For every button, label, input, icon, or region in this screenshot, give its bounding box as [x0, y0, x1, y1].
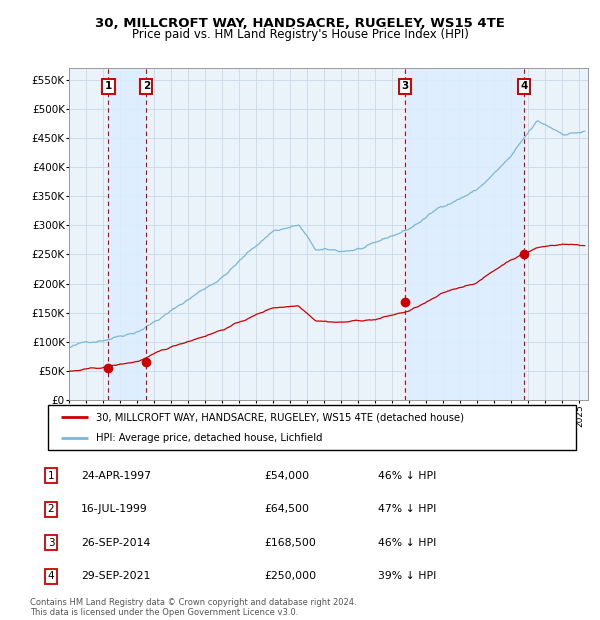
Text: £54,000: £54,000 [264, 471, 309, 480]
Text: 47% ↓ HPI: 47% ↓ HPI [378, 504, 436, 514]
Text: £250,000: £250,000 [264, 571, 316, 581]
Text: Contains HM Land Registry data © Crown copyright and database right 2024.: Contains HM Land Registry data © Crown c… [30, 598, 356, 607]
Text: This data is licensed under the Open Government Licence v3.0.: This data is licensed under the Open Gov… [30, 608, 298, 617]
Text: 26-SEP-2014: 26-SEP-2014 [81, 538, 151, 547]
Text: 39% ↓ HPI: 39% ↓ HPI [378, 571, 436, 581]
Text: 1: 1 [104, 81, 112, 91]
Text: 30, MILLCROFT WAY, HANDSACRE, RUGELEY, WS15 4TE: 30, MILLCROFT WAY, HANDSACRE, RUGELEY, W… [95, 17, 505, 30]
Text: 2: 2 [47, 504, 55, 514]
Bar [405, 68, 524, 400]
Text: 46% ↓ HPI: 46% ↓ HPI [378, 538, 436, 547]
Bar [109, 68, 146, 400]
Text: 4: 4 [47, 571, 55, 581]
Text: 16-JUL-1999: 16-JUL-1999 [81, 504, 148, 514]
Text: 3: 3 [401, 81, 409, 91]
Text: 30, MILLCROFT WAY, HANDSACRE, RUGELEY, WS15 4TE (detached house): 30, MILLCROFT WAY, HANDSACRE, RUGELEY, W… [95, 412, 464, 422]
Text: 29-SEP-2021: 29-SEP-2021 [81, 571, 151, 581]
Text: HPI: Average price, detached house, Lichfield: HPI: Average price, detached house, Lich… [95, 433, 322, 443]
Text: 4: 4 [521, 81, 528, 91]
Text: 1: 1 [47, 471, 55, 480]
Text: 2: 2 [143, 81, 150, 91]
Text: Price paid vs. HM Land Registry's House Price Index (HPI): Price paid vs. HM Land Registry's House … [131, 28, 469, 40]
Text: £64,500: £64,500 [264, 504, 309, 514]
Text: 24-APR-1997: 24-APR-1997 [81, 471, 151, 480]
Text: £168,500: £168,500 [264, 538, 316, 547]
Text: 3: 3 [47, 538, 55, 547]
Text: 46% ↓ HPI: 46% ↓ HPI [378, 471, 436, 480]
